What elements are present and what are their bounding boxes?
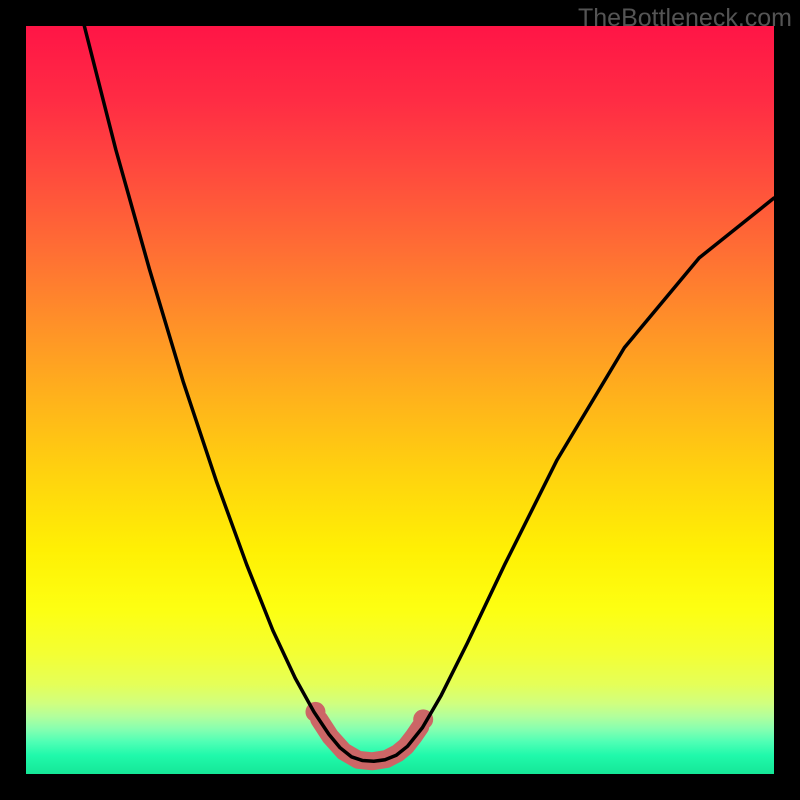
bottleneck-chart [26,26,774,774]
watermark-text: TheBottleneck.com [578,4,792,33]
chart-frame [0,0,800,800]
